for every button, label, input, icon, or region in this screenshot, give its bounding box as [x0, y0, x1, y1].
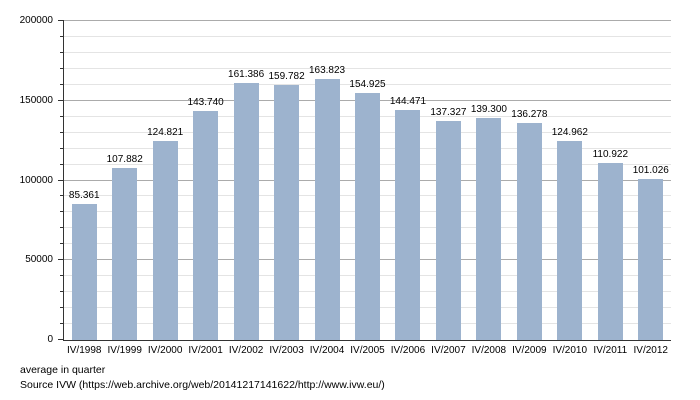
bar-value-label: 110.922 — [592, 149, 628, 161]
bar-iv-2006 — [395, 109, 421, 340]
y-axis-tick — [60, 83, 64, 85]
y-axis-tick — [58, 99, 64, 101]
bar-iv-2003 — [274, 85, 300, 340]
bar-iv-2004 — [314, 78, 340, 340]
x-axis-category-label: IV/2009 — [512, 345, 547, 356]
bar-value-label: 139.300 — [470, 103, 507, 115]
gridline-minor — [64, 83, 671, 85]
y-axis-tick — [60, 211, 64, 213]
y-axis-tick-label: 200000 — [19, 15, 53, 26]
bar-value-label: 107.882 — [106, 153, 143, 165]
y-axis-tick-label: 50000 — [25, 254, 53, 266]
y-axis-tick — [58, 339, 64, 340]
x-axis-category-label: IV/1999 — [107, 345, 142, 356]
y-axis-tick — [60, 291, 64, 293]
bar-value-label: 124.821 — [147, 126, 184, 138]
y-axis-tick — [60, 243, 64, 245]
y-axis-tick — [60, 163, 64, 165]
bar-iv-2005 — [355, 92, 380, 340]
bar-iv-2011 — [597, 163, 623, 340]
x-axis-category-label: IV/2000 — [147, 345, 183, 356]
y-axis-tick — [60, 51, 64, 53]
bar-iv-2009 — [516, 122, 542, 340]
y-axis-tick-label: 150000 — [19, 94, 53, 106]
bar-iv-1998 — [71, 203, 97, 340]
y-axis-tick — [60, 147, 64, 149]
bar-value-label: 144.471 — [389, 95, 427, 107]
bar-iv-2007 — [435, 120, 461, 340]
y-axis-tick — [60, 275, 64, 277]
bar-value-label: 101.026 — [632, 164, 669, 176]
y-axis-tick — [60, 67, 64, 69]
gridline-minor — [64, 51, 671, 53]
x-axis-category-label: IV/2011 — [593, 345, 628, 356]
footnote-source: Source IVW (https://web.archive.org/web/… — [20, 379, 385, 391]
bar-iv-2000 — [152, 140, 178, 340]
bar-iv-1999 — [112, 167, 138, 340]
plot-area: 0 50000 100000 150000 200000 85.361 IV/1998 107… — [20, 16, 671, 356]
bar-iv-2008 — [476, 117, 502, 340]
bar-value-label: 143.740 — [187, 96, 224, 108]
bar-value-label: 137.327 — [430, 106, 467, 118]
bar-value-label: 159.782 — [268, 71, 305, 83]
y-axis-tick — [58, 179, 64, 181]
x-axis-category-label: IV/2012 — [633, 345, 668, 356]
chart-footnotes: average in quarter Source IVW (https://w… — [20, 363, 385, 393]
x-axis-category-label: IV/2008 — [471, 345, 507, 356]
x-axis-category-label: IV/2001 — [188, 345, 223, 356]
bar-value-label: 85.361 — [68, 189, 100, 201]
x-axis-category-label: IV/2002 — [228, 345, 264, 356]
x-axis-category-label: IV/2007 — [431, 345, 466, 356]
y-axis-tick — [58, 259, 64, 261]
x-axis-category-label: IV/2004 — [309, 345, 345, 356]
y-axis-tick — [60, 35, 64, 37]
bar-iv-2002 — [233, 82, 259, 340]
gridline-minor — [64, 67, 671, 69]
y-axis-tick — [60, 307, 64, 309]
y-axis-tick — [60, 227, 64, 229]
bar-iv-2010 — [557, 140, 583, 340]
y-axis-tick — [60, 131, 64, 133]
bar-value-label: 161.386 — [228, 68, 265, 80]
x-axis-category-label: IV/2006 — [390, 345, 426, 356]
y-axis-tick-label: 0 — [47, 334, 53, 345]
y-axis-tick — [58, 20, 64, 21]
y-axis-tick — [60, 115, 64, 117]
y-axis-tick-label: 100000 — [19, 174, 53, 186]
footnote-average-in-quarter: average in quarter — [20, 364, 106, 376]
x-axis-category-label: IV/1998 — [66, 345, 102, 356]
x-axis-category-label: IV/2003 — [269, 345, 304, 356]
bar-value-label: 154.925 — [349, 78, 386, 90]
bar-value-label: 136.278 — [511, 108, 548, 120]
x-axis-line — [63, 340, 671, 341]
y-axis-tick — [60, 195, 64, 197]
y-axis-line — [63, 21, 64, 340]
y-axis-tick — [60, 323, 64, 325]
bar-value-label: 124.962 — [551, 126, 588, 138]
gridline-major — [64, 20, 671, 21]
bar-iv-2001 — [193, 110, 219, 340]
bar-iv-2012 — [638, 178, 664, 340]
bar-value-label: 163.823 — [308, 64, 346, 76]
x-axis-category-label: IV/2010 — [552, 345, 588, 356]
x-axis-category-label: IV/2005 — [350, 345, 385, 356]
gridline-minor — [64, 35, 671, 37]
